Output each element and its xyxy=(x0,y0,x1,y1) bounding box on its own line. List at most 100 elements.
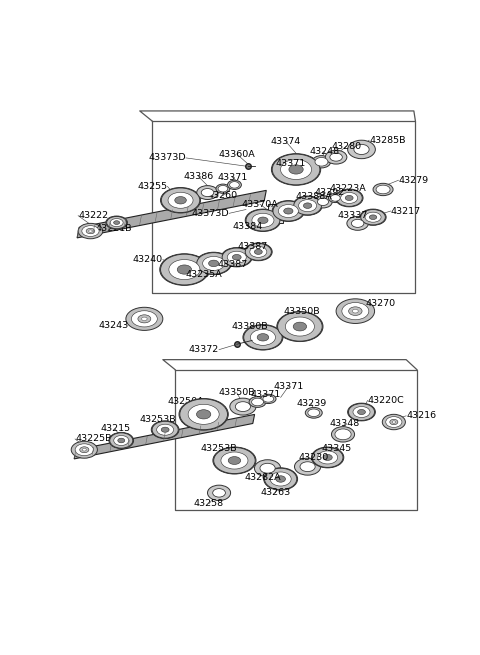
Ellipse shape xyxy=(294,196,322,215)
Text: 43371: 43371 xyxy=(217,173,247,181)
Ellipse shape xyxy=(273,201,304,221)
Ellipse shape xyxy=(156,424,174,435)
Ellipse shape xyxy=(161,427,169,432)
Text: 43386: 43386 xyxy=(183,172,214,181)
Ellipse shape xyxy=(228,180,241,189)
Ellipse shape xyxy=(271,154,321,185)
Ellipse shape xyxy=(179,398,228,430)
Ellipse shape xyxy=(373,183,393,196)
Ellipse shape xyxy=(336,189,363,207)
Ellipse shape xyxy=(86,229,95,234)
Ellipse shape xyxy=(227,252,246,263)
Text: 43263: 43263 xyxy=(260,489,290,497)
Text: 43374: 43374 xyxy=(271,138,301,146)
Ellipse shape xyxy=(175,196,186,204)
Ellipse shape xyxy=(89,230,92,233)
Text: 43220C: 43220C xyxy=(368,396,405,405)
Text: 43370A: 43370A xyxy=(241,200,278,208)
Ellipse shape xyxy=(160,253,209,286)
Text: 43250A: 43250A xyxy=(168,398,204,407)
Text: 43348: 43348 xyxy=(329,419,360,428)
Ellipse shape xyxy=(83,449,86,451)
Text: 43223A: 43223A xyxy=(329,184,366,193)
Ellipse shape xyxy=(177,265,192,274)
Ellipse shape xyxy=(312,447,344,468)
Ellipse shape xyxy=(361,210,385,225)
Ellipse shape xyxy=(264,468,298,490)
Ellipse shape xyxy=(228,457,240,464)
Ellipse shape xyxy=(196,252,231,274)
Text: 43253B: 43253B xyxy=(139,415,176,424)
Ellipse shape xyxy=(277,312,322,341)
Ellipse shape xyxy=(351,219,364,227)
Ellipse shape xyxy=(230,398,256,415)
Ellipse shape xyxy=(244,243,272,261)
Ellipse shape xyxy=(341,193,358,204)
Ellipse shape xyxy=(261,394,276,403)
Ellipse shape xyxy=(289,165,303,174)
Text: 43225B: 43225B xyxy=(75,434,111,443)
Text: 43387: 43387 xyxy=(217,261,247,269)
Ellipse shape xyxy=(260,463,275,473)
Text: 43345: 43345 xyxy=(322,443,352,453)
Polygon shape xyxy=(74,415,254,459)
Ellipse shape xyxy=(138,315,151,323)
Ellipse shape xyxy=(348,403,374,421)
Text: 43373D: 43373D xyxy=(148,153,186,162)
Ellipse shape xyxy=(221,248,252,267)
Ellipse shape xyxy=(80,447,89,453)
Ellipse shape xyxy=(254,460,281,477)
Ellipse shape xyxy=(109,432,133,449)
Ellipse shape xyxy=(213,489,226,497)
Text: 43392: 43392 xyxy=(314,188,344,197)
Ellipse shape xyxy=(360,209,386,225)
Text: 43280: 43280 xyxy=(331,142,361,151)
Ellipse shape xyxy=(180,399,228,430)
Ellipse shape xyxy=(330,195,340,201)
Ellipse shape xyxy=(342,303,369,320)
Ellipse shape xyxy=(254,250,262,254)
Text: 43258: 43258 xyxy=(194,499,224,508)
Ellipse shape xyxy=(308,409,320,417)
FancyBboxPatch shape xyxy=(267,204,283,223)
Text: 43282A: 43282A xyxy=(245,473,281,482)
Ellipse shape xyxy=(168,193,193,208)
Ellipse shape xyxy=(278,204,299,217)
Ellipse shape xyxy=(78,223,103,239)
Ellipse shape xyxy=(318,451,337,464)
Ellipse shape xyxy=(249,397,266,407)
Ellipse shape xyxy=(251,329,276,345)
Ellipse shape xyxy=(110,433,133,448)
Text: 43388A: 43388A xyxy=(295,192,332,201)
Ellipse shape xyxy=(369,215,377,219)
Ellipse shape xyxy=(264,468,297,490)
Ellipse shape xyxy=(213,447,256,474)
Ellipse shape xyxy=(229,181,240,188)
Ellipse shape xyxy=(71,441,97,458)
Ellipse shape xyxy=(325,150,347,164)
Ellipse shape xyxy=(392,421,396,423)
Ellipse shape xyxy=(151,421,179,439)
Ellipse shape xyxy=(201,189,214,196)
Ellipse shape xyxy=(272,154,320,185)
Ellipse shape xyxy=(245,244,271,260)
Ellipse shape xyxy=(293,196,322,215)
Text: 43387: 43387 xyxy=(237,242,267,251)
Ellipse shape xyxy=(263,396,274,402)
Ellipse shape xyxy=(312,447,343,468)
Polygon shape xyxy=(77,191,266,238)
Ellipse shape xyxy=(126,307,163,330)
Ellipse shape xyxy=(354,144,369,155)
Ellipse shape xyxy=(152,421,178,438)
Text: 43215: 43215 xyxy=(100,424,130,434)
Ellipse shape xyxy=(218,185,228,192)
Ellipse shape xyxy=(336,299,374,324)
Text: 43248: 43248 xyxy=(310,147,340,157)
Ellipse shape xyxy=(300,462,315,472)
Ellipse shape xyxy=(258,217,268,223)
Text: 43217: 43217 xyxy=(391,206,421,215)
Ellipse shape xyxy=(160,254,208,285)
Text: 43337: 43337 xyxy=(337,211,368,220)
Ellipse shape xyxy=(293,322,307,331)
Ellipse shape xyxy=(314,196,332,208)
